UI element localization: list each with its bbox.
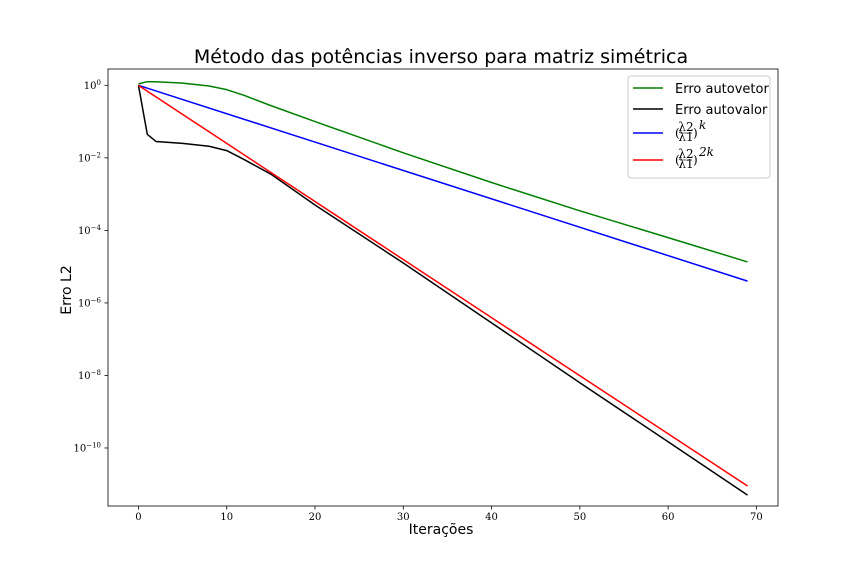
svg-text:λ1: λ1 [678,130,693,144]
y-tick-label: 10−10 [73,441,101,454]
series-line-3 [138,84,748,487]
x-tick-label: 60 [662,512,675,523]
x-tick-label: 0 [135,512,141,523]
svg-text:(: ( [675,153,680,167]
svg-text:(: ( [675,126,680,140]
svg-text:k: k [699,118,706,132]
svg-text:): ) [693,126,698,140]
y-tick-label: 10−4 [78,224,102,237]
x-tick-label: 10 [220,512,233,523]
chart-title: Método das potências inverso para matriz… [194,46,688,68]
svg-text:): ) [693,153,698,167]
legend-label-1: Erro autovalor [675,103,768,118]
svg-text:2k: 2k [698,145,714,159]
plot-frame [107,68,779,507]
y-tick-label: 10−2 [78,151,101,164]
y-tick-label: 100 [84,79,101,92]
y-axis-label: Erro L2 [59,265,75,315]
x-tick-label: 70 [750,512,763,523]
y-tick-label: 10−8 [78,369,101,382]
plot-area: 0 10 20 30 40 50 60 70 100 10−2 10−4 10−6 10−8 10−10 [73,68,779,523]
series-line-0 [138,80,748,263]
y-tick-label: 10−6 [78,296,102,309]
x-tick-label: 50 [573,512,586,523]
x-tick-label: 40 [485,512,498,523]
legend-box [627,75,771,179]
series-line-2 [138,84,748,282]
svg-text:λ2: λ2 [678,120,693,134]
x-tick-label: 30 [397,512,410,523]
svg-text:λ1: λ1 [678,157,693,171]
x-tick-label: 20 [309,512,322,523]
legend-label-0: Erro autovetor [675,82,769,97]
svg-text:λ2: λ2 [678,147,693,161]
x-axis-label: Iterações [409,522,474,538]
series-line-1 [137,85,748,496]
